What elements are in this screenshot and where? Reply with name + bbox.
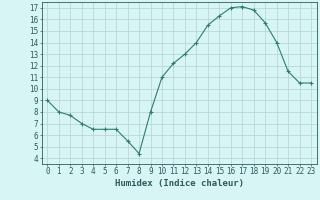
X-axis label: Humidex (Indice chaleur): Humidex (Indice chaleur) bbox=[115, 179, 244, 188]
